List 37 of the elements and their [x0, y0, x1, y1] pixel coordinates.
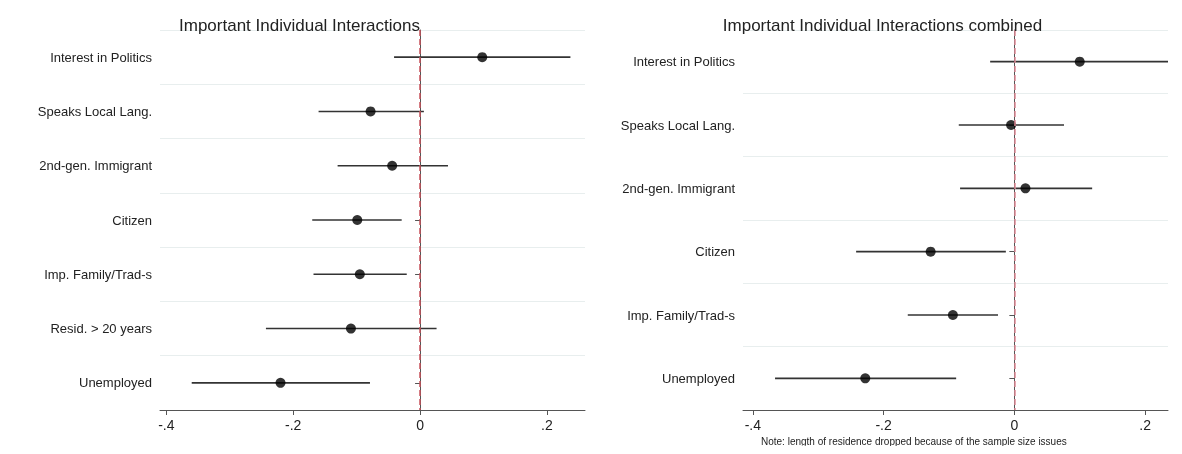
point	[860, 373, 871, 384]
point	[1020, 183, 1031, 194]
y-tick-label: 2nd-gen. Immigrant	[622, 180, 736, 196]
point	[387, 160, 398, 171]
x-tick-label: .2	[541, 417, 553, 433]
y-tick-label: Interest in Politics	[50, 49, 153, 65]
point	[352, 215, 363, 225]
point	[1006, 120, 1017, 130]
y-tick-label: Citizen	[695, 244, 735, 260]
x-tick-label: .2	[1139, 417, 1152, 433]
y-tick-label: Speaks Local Lang.	[37, 103, 152, 119]
text: Note: length of residence dropped because of the sample size issues	[761, 435, 1067, 447]
y-tick-label: 2nd-gen. Immigrant	[39, 158, 153, 174]
point	[275, 377, 286, 388]
point	[1074, 56, 1085, 67]
point	[365, 106, 376, 117]
y-tick-label: Speaks Local Lang.	[620, 117, 735, 133]
y-tick-label: Resid. > 20 years	[50, 321, 153, 337]
y-tick-label: Unemployed	[662, 370, 735, 386]
x-tick-label: 0	[416, 417, 425, 433]
point	[947, 310, 958, 320]
y-tick-label: Interest in Politics	[633, 54, 736, 70]
y-tick-label: Citizen	[112, 212, 152, 228]
y-tick-label: Imp. Family/Trad-s	[44, 266, 153, 282]
y-tick-label: Unemployed	[79, 375, 152, 391]
x-tick-label: 0	[1010, 417, 1019, 433]
x-tick-label: -.2	[285, 417, 302, 433]
point	[354, 269, 365, 280]
x-tick-label: -.4	[744, 417, 762, 433]
point	[477, 52, 488, 63]
chart-title: Important Individual Interactions	[179, 16, 420, 35]
chart-title: Important Individual Interactions combined	[722, 16, 1043, 35]
point	[345, 323, 356, 334]
y-tick-label: Imp. Family/Trad-s	[627, 307, 736, 323]
x-tick-label: -.2	[875, 417, 892, 433]
point	[925, 246, 936, 257]
x-tick-label: -.4	[158, 417, 175, 433]
